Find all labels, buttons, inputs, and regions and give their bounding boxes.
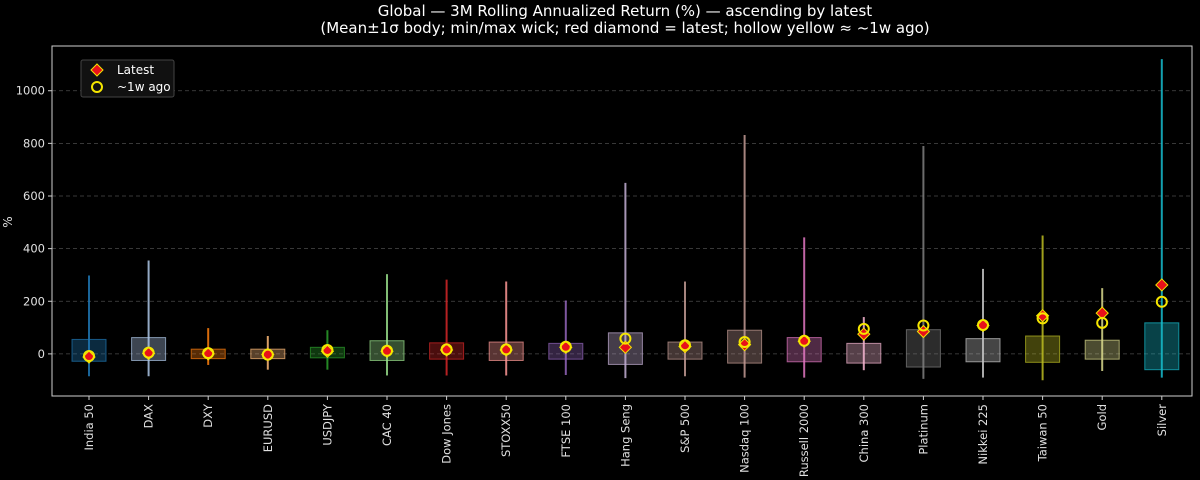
x-tick-label: CAC 40 (380, 404, 394, 446)
body (965, 338, 1001, 363)
x-tick-label: Nikkei 225 (976, 404, 990, 465)
week-ago-circle-marker (857, 322, 870, 335)
plot-frame (51, 45, 1193, 397)
legend-frame (80, 59, 175, 98)
week-ago-circle-marker (977, 318, 989, 331)
grid-layer (52, 90, 1192, 355)
x-tick-label: Gold (1095, 404, 1109, 430)
week-ago-circle-marker (619, 332, 632, 345)
x-tick-label: Russell 2000 (797, 404, 811, 477)
body (1025, 335, 1061, 363)
week-ago-circle-marker (500, 343, 513, 356)
x-tick-label: Taiwan 50 (1036, 404, 1050, 462)
x-tick-label: Silver (1155, 404, 1169, 437)
series-gold (1084, 288, 1120, 371)
week-ago-circle-marker (917, 319, 930, 332)
x-tick-label: STOXX50 (499, 404, 513, 457)
legend-week-ago-circle-icon (91, 81, 103, 93)
latest-diamond-marker (618, 340, 633, 355)
x-tick-label: EURUSD (261, 404, 275, 452)
chart-title-line1: Global — 3M Rolling Annualized Return (%… (378, 2, 873, 20)
y-tick-label: 200 (23, 294, 45, 308)
legend-latest-diamond-icon (90, 63, 104, 77)
x-tick-label: Nasdaq 100 (738, 404, 752, 473)
x-tick-label: Platinum (916, 404, 930, 455)
x-tick-label: S&P 500 (678, 404, 692, 453)
body (1144, 322, 1180, 371)
y-tick-label: 400 (23, 242, 45, 256)
legend-week-ago-label: ~1w ago (117, 80, 171, 94)
body (846, 342, 882, 364)
body (1084, 339, 1120, 360)
week-ago-circle-marker (381, 344, 393, 357)
mark-layer (71, 59, 1180, 381)
series-china-300 (846, 317, 882, 371)
week-ago-circle-marker (83, 350, 95, 362)
week-ago-circle-marker (679, 339, 691, 352)
week-ago-circle-marker (1155, 295, 1168, 308)
week-ago-circle-marker (261, 348, 274, 361)
y-tick-label: 1000 (16, 84, 45, 98)
week-ago-circle-marker (321, 343, 334, 356)
week-ago-circle-marker (1096, 316, 1109, 329)
y-tick-label: 0 (38, 347, 45, 361)
legend: Latest ~1w ago (80, 59, 175, 98)
week-ago-circle-marker (1036, 312, 1049, 325)
x-tick-label: India 50 (82, 404, 96, 451)
latest-diamond-marker (1035, 309, 1050, 323)
legend-latest-label: Latest (117, 63, 154, 77)
y-tick-label: 800 (23, 136, 45, 150)
week-ago-circle-marker (202, 347, 215, 360)
week-ago-circle-marker (738, 336, 751, 349)
x-tick-label: Hang Seng (618, 404, 632, 467)
series-taiwan-50 (1025, 235, 1061, 381)
latest-diamond-marker (1095, 306, 1109, 320)
x-tick-label: USDJPY (320, 403, 334, 446)
y-axis-label: % (1, 216, 15, 227)
chart-title-line2: (Mean±1σ body; min/max wick; red diamond… (320, 19, 929, 37)
latest-diamond-marker (1155, 278, 1169, 292)
y-tick-label: 600 (23, 189, 45, 203)
week-ago-circle-marker (798, 334, 811, 347)
x-tick-label: China 300 (857, 404, 871, 462)
week-ago-circle-marker (142, 346, 155, 359)
x-tick-label: DXY (201, 403, 215, 428)
week-ago-circle-marker (559, 340, 572, 353)
x-tick-label: DAX (142, 404, 156, 429)
axis-layer: 0 200 400 600 800 1000 India 50 DAX DXY EURUSD USD… (16, 45, 1193, 477)
series-silver (1144, 59, 1180, 378)
x-tick-label: Dow Jones (440, 404, 454, 464)
x-tick-label: FTSE 100 (559, 404, 573, 458)
week-ago-circle-marker (440, 343, 453, 356)
